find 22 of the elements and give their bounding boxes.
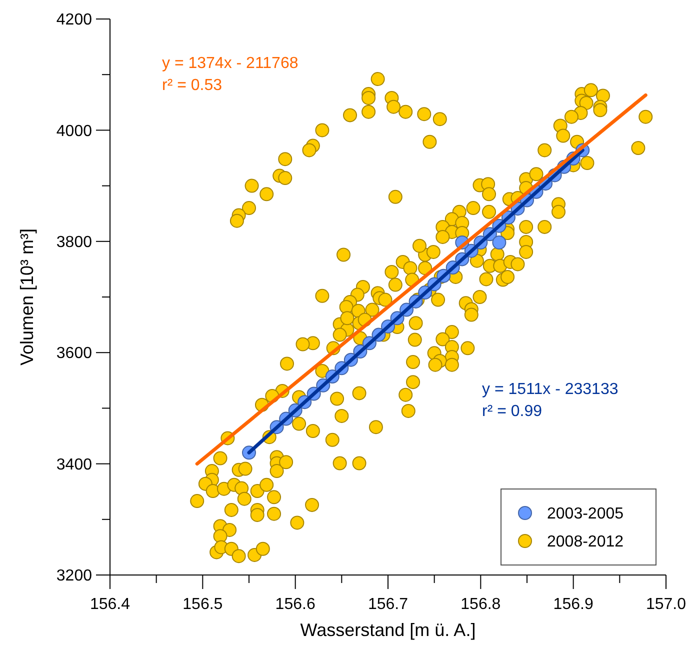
x-tick-label: 156.9: [553, 596, 594, 613]
annotation: r² = 0.99: [482, 403, 542, 420]
x-tick-label: 156.4: [90, 596, 130, 613]
y-tick-label: 3200: [56, 568, 92, 585]
legend-label: 2003-2005: [547, 506, 624, 523]
x-tick-label: 156.7: [368, 596, 408, 613]
y-tick-label: 3400: [56, 456, 92, 474]
y-tick-label: 3600: [56, 345, 92, 362]
x-tick-label: 157.0: [646, 596, 686, 613]
x-tick-label: 156.5: [182, 596, 223, 613]
point: [492, 236, 506, 250]
annotation: y = 1511x - 233133: [482, 381, 618, 398]
annotation: y = 1374x - 211768: [162, 55, 298, 72]
x-axis-title: Wasserstand [m ü. A.]: [300, 620, 476, 640]
x-tick-label: 156.6: [275, 596, 316, 613]
y-tick-label: 4000: [56, 122, 92, 140]
y-tick-label: 4200: [56, 12, 92, 29]
annotation: r² = 0.53: [162, 77, 222, 94]
y-axis-title: Volumen [10³ m³]: [17, 228, 37, 366]
y-tick-label: 3800: [56, 234, 92, 251]
legend-label: 2008-2012: [547, 534, 624, 551]
x-tick-label: 156.8: [460, 596, 501, 613]
